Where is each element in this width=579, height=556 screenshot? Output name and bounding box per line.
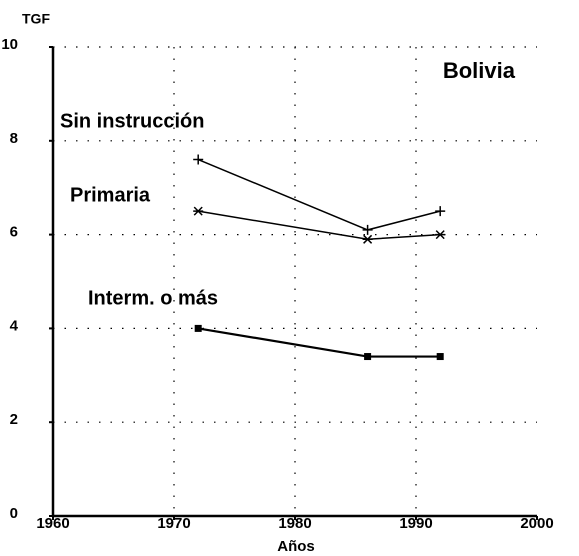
- y-tick-label: 0: [10, 505, 18, 522]
- y-axis-label: TGF: [22, 11, 50, 27]
- y-tick-label: 4: [10, 317, 19, 334]
- series-label: Sin instrucción: [60, 110, 204, 132]
- marker: [435, 206, 446, 217]
- x-tick-label: 1970: [157, 515, 190, 532]
- marker: [436, 353, 444, 361]
- series-line: [197, 158, 441, 231]
- marker: [435, 230, 446, 240]
- series-line: [198, 327, 441, 358]
- marker: [193, 154, 204, 165]
- y-tick-label: 10: [1, 36, 18, 53]
- marker: [193, 206, 204, 216]
- series-label: Interm. o más: [88, 287, 218, 309]
- x-tick-label: 1960: [36, 515, 69, 532]
- marker: [362, 224, 373, 235]
- marker: [194, 324, 202, 332]
- x-tick-label: 1990: [399, 515, 432, 532]
- x-axis-label: Años: [277, 538, 315, 555]
- x-tick-label: 2000: [520, 515, 553, 532]
- series-line: [198, 210, 441, 241]
- x-tick-label: 1980: [278, 515, 311, 532]
- marker: [364, 353, 372, 361]
- y-tick-label: 6: [10, 224, 18, 241]
- chart-title: Bolivia: [443, 58, 516, 83]
- series-label: Primaria: [70, 184, 151, 206]
- y-tick-label: 8: [10, 130, 18, 147]
- marker: [362, 234, 373, 244]
- y-tick-label: 2: [10, 411, 18, 428]
